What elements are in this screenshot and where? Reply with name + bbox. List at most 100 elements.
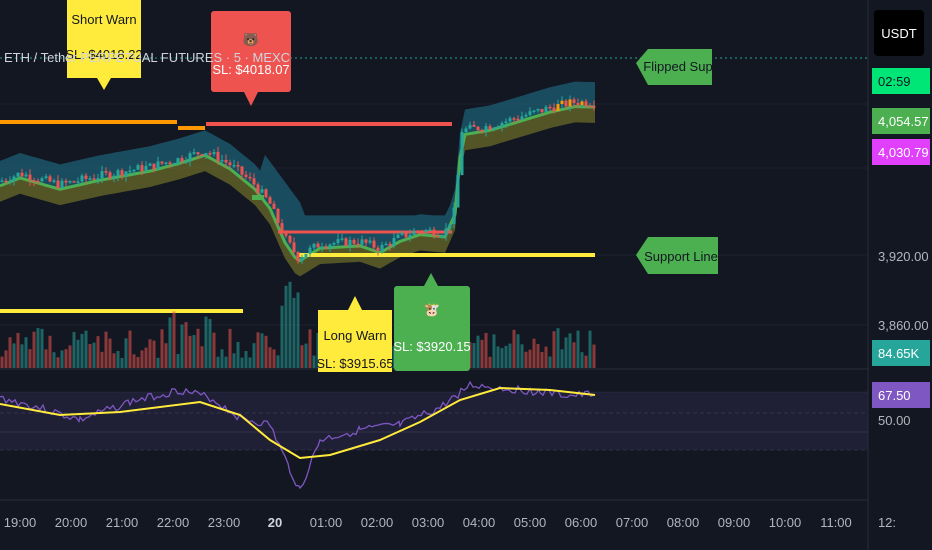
volume-bar [68, 345, 72, 368]
price-tag-text: 4,030.79 [878, 145, 929, 160]
volume-bar [256, 332, 260, 368]
volume-bar [212, 332, 216, 368]
time-tick: 02:00 [361, 515, 394, 530]
candle-body [80, 175, 84, 182]
candle-body [260, 189, 264, 193]
sl-bear-text: SL: $4018.07 [212, 62, 289, 77]
volume-bar [128, 330, 132, 368]
volume-bar [124, 338, 128, 368]
bear-icon: 🐻 [243, 31, 259, 47]
candle-body [432, 229, 436, 236]
candle-body [564, 100, 568, 107]
candles [0, 95, 596, 264]
candle-body [288, 235, 292, 243]
rsi-ma-line [0, 386, 596, 460]
candle-body [180, 158, 184, 162]
rsi-pane [0, 380, 596, 490]
volume-bar [312, 355, 316, 368]
candle-body [488, 126, 492, 130]
volume-bar [496, 346, 500, 368]
candle-body [40, 178, 44, 182]
volume-bar [492, 334, 496, 368]
candle-body [204, 153, 208, 156]
candle-body [412, 231, 416, 235]
currency-box[interactable] [874, 10, 924, 56]
volume-bar [556, 328, 560, 368]
volume-bar [512, 329, 516, 368]
candle-body [196, 152, 200, 155]
candle-body [552, 107, 556, 112]
candle-body [404, 232, 408, 238]
time-tick: 05:00 [514, 515, 547, 530]
volume-bar [52, 352, 56, 368]
candle-body [516, 118, 520, 121]
candle-body [548, 106, 552, 109]
candle-body [436, 235, 440, 238]
time-tick: 04:00 [463, 515, 496, 530]
candle-body [36, 180, 40, 183]
volume-bar [576, 330, 580, 368]
candle-body [324, 246, 328, 249]
candle-body [160, 161, 164, 164]
candle-body [296, 252, 300, 262]
volume-bar [12, 343, 16, 368]
volume-bar [152, 340, 156, 368]
candle-body [456, 175, 460, 208]
volume-bar [284, 285, 288, 368]
candle-body [536, 108, 540, 111]
candle-body [144, 165, 148, 172]
candle-body [372, 240, 376, 248]
candle-body [424, 229, 428, 232]
support-line-label: Support Line [636, 237, 718, 274]
candle-body [444, 228, 448, 236]
candle-body [120, 170, 124, 177]
candle-body [520, 116, 524, 120]
candle-body [88, 178, 92, 180]
candle-body [164, 162, 168, 164]
volume-bar [508, 343, 512, 368]
price-tag: 02:59 [872, 68, 930, 94]
candle-body [588, 105, 592, 108]
candle-body [268, 197, 272, 204]
volume-bar [112, 353, 116, 368]
candle-body [400, 232, 404, 235]
volume-bar [520, 344, 524, 368]
volume-bar [260, 333, 264, 368]
price-tag: 4,054.57 [872, 108, 930, 134]
candle-body [100, 171, 104, 179]
candle-body [452, 207, 456, 225]
volume-bar [584, 355, 588, 368]
candle-body [468, 124, 472, 129]
volume-bar [540, 351, 544, 368]
candle-body [168, 162, 172, 164]
candle-body [576, 103, 580, 106]
candle-body [212, 151, 216, 155]
candle-body [116, 170, 120, 176]
candle-body [92, 178, 96, 180]
candle-body [224, 159, 228, 163]
time-tick: 20 [268, 515, 282, 530]
long-warn-title: Long Warn [323, 328, 386, 343]
candle-body [556, 104, 560, 112]
candle-body [464, 128, 468, 133]
candle-body [12, 176, 16, 182]
volume-bar [176, 354, 180, 368]
price-tag-bg [872, 108, 930, 134]
volume-bar [80, 333, 84, 368]
level-lines [0, 120, 595, 313]
candle-body [128, 170, 132, 173]
volume-bar [84, 330, 88, 368]
candle-body [384, 243, 388, 246]
short-warn-title: Short Warn [71, 12, 136, 27]
candle-body [508, 118, 512, 122]
time-tick: 11:00 [820, 515, 852, 530]
volume-bar [504, 345, 508, 368]
candle-body [308, 247, 312, 254]
candle-body [264, 189, 268, 198]
candle-body [20, 172, 24, 177]
candle-body [256, 184, 260, 193]
volume-bar [0, 356, 4, 368]
candle-body [348, 239, 352, 246]
price-tag: 67.50 [872, 382, 930, 408]
candle-body [124, 171, 128, 177]
